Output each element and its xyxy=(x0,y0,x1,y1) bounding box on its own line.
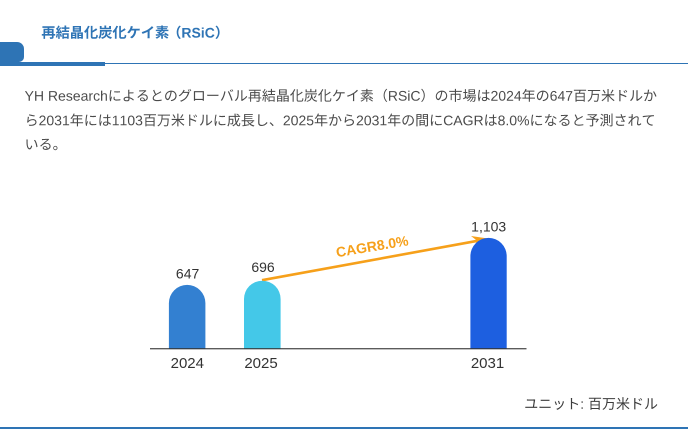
svg-text:647: 647 xyxy=(176,265,200,281)
svg-text:2031: 2031 xyxy=(471,355,504,372)
svg-text:696: 696 xyxy=(251,259,275,275)
svg-text:1,103: 1,103 xyxy=(471,218,506,234)
svg-text:2025: 2025 xyxy=(244,355,277,372)
svg-text:2024: 2024 xyxy=(171,355,204,372)
